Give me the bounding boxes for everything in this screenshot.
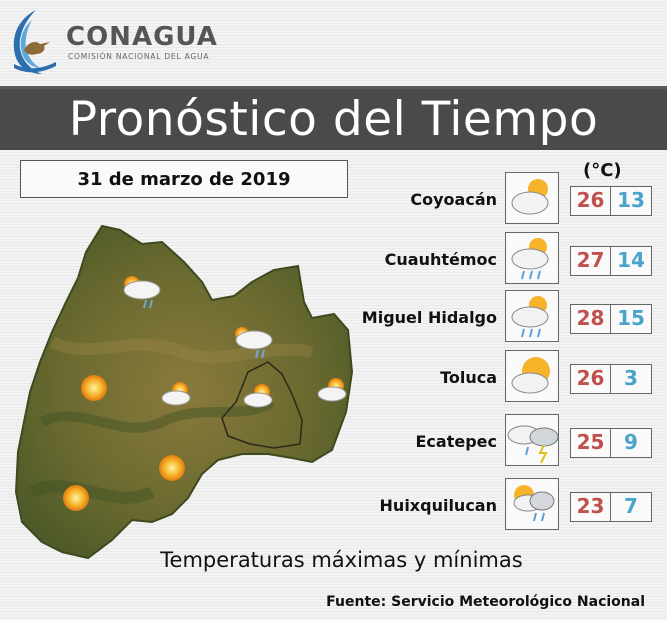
storm-icon: [505, 414, 559, 466]
sun-cloud-rain-icon: [505, 478, 559, 530]
map-sun-icon: [81, 375, 107, 401]
map-cloud-rain-icon: [123, 276, 161, 309]
min-temp: 9: [624, 430, 638, 454]
map-sun-icon: [159, 455, 185, 481]
city-name: Huixquilucan: [379, 496, 497, 515]
cdmx-outline: [221, 361, 303, 449]
brand-name: CONAGUA: [66, 22, 218, 52]
cloudy-rain-icon: [505, 290, 559, 342]
temperature-box: 27 14: [570, 246, 652, 276]
map-sun-cloud-icon: [243, 384, 273, 408]
page-title: Pronóstico del Tiempo: [0, 86, 667, 150]
max-temp: 25: [571, 429, 611, 457]
min-temp: 15: [617, 306, 645, 330]
forecast-date: 31 de marzo de 2019: [20, 160, 348, 198]
temperature-box: 26 3: [570, 364, 652, 394]
min-temp: 7: [624, 494, 638, 518]
cloudy-rain-icon: [505, 232, 559, 284]
unit-label: (°C): [583, 160, 622, 181]
brand-subtitle: COMISIÓN NACIONAL DEL AGUA: [68, 52, 210, 61]
source-credit: Fuente: Servicio Meteorológico Nacional: [326, 594, 645, 610]
region-map: [14, 224, 354, 560]
sun-cloud-icon: [505, 350, 559, 402]
city-name: Ecatepec: [415, 432, 498, 451]
map-sun-cloud-icon: [161, 382, 191, 406]
max-temp: 27: [571, 247, 611, 275]
max-temp: 26: [571, 187, 611, 215]
temperature-box: 25 9: [570, 428, 652, 458]
max-temp: 28: [571, 305, 611, 333]
min-temp: 13: [617, 188, 645, 212]
city-name: Cuauhtémoc: [384, 250, 497, 269]
min-temp: 14: [617, 248, 645, 272]
partly-cloudy-icon: [505, 172, 559, 224]
map-sun-cloud-icon: [317, 378, 347, 402]
conagua-logo: [13, 10, 56, 74]
max-temp: 26: [571, 365, 611, 393]
map-sun-icon: [63, 485, 89, 511]
max-temp: 23: [571, 493, 611, 521]
min-temp: 3: [624, 366, 638, 390]
city-name: Coyoacán: [410, 190, 497, 209]
temperature-box: 28 15: [570, 304, 652, 334]
map-cloud-rain-icon: [235, 327, 273, 359]
temperature-box: 23 7: [570, 492, 652, 522]
caption: Temperaturas máximas y mínimas: [160, 548, 523, 572]
city-name: Toluca: [440, 368, 497, 387]
city-name: Miguel Hidalgo: [361, 308, 497, 327]
temperature-box: 26 13: [570, 186, 652, 216]
